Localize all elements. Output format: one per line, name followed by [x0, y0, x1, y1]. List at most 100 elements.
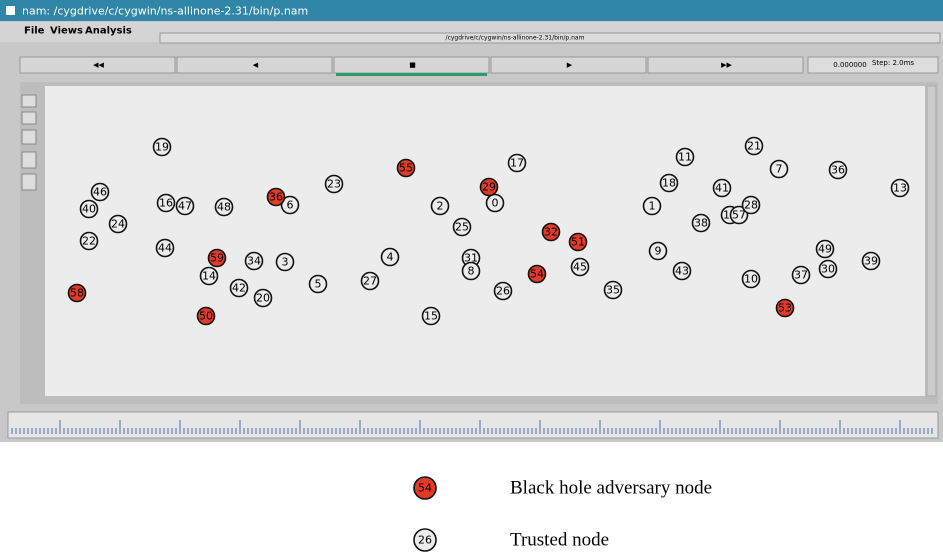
node-label: 14: [202, 270, 216, 283]
node-label: 17: [510, 157, 524, 170]
node-label: 19: [155, 141, 169, 154]
trusted-node: [79, 199, 99, 219]
trusted-node: [156, 193, 176, 213]
trusted-node: [360, 271, 380, 291]
trusted-node: [430, 196, 450, 216]
node-label: 23: [327, 178, 341, 191]
node-label: 53: [778, 302, 792, 315]
trusted-node: [413, 528, 437, 552]
node-label: 27: [363, 275, 377, 288]
node-label: 7: [776, 163, 783, 176]
node-label: 4: [387, 251, 394, 264]
control-label[interactable]: ◀◀: [93, 61, 104, 69]
node-label: 9: [655, 245, 662, 258]
trusted-node: [815, 239, 835, 259]
node-label: 55: [399, 162, 413, 175]
trusted-node: [642, 196, 662, 216]
node-label: 36: [269, 191, 283, 204]
control-label[interactable]: ▶▶: [721, 61, 732, 69]
node-label: 50: [199, 310, 213, 323]
node-label: 15: [424, 310, 438, 323]
trusted-node: [493, 281, 513, 301]
control-button[interactable]: [176, 56, 333, 74]
adversary-node: [479, 177, 499, 197]
node-label: 39: [864, 255, 878, 268]
trusted-node: [672, 261, 692, 281]
menu-item[interactable]: Analysis: [85, 26, 132, 37]
node-label: 34: [247, 255, 261, 268]
node-label: 32: [544, 226, 558, 239]
active-indicator: [336, 73, 487, 76]
node-label: 25: [455, 221, 469, 234]
node-label: 18: [662, 177, 676, 190]
node-label: 41: [715, 182, 729, 195]
adversary-node: [527, 264, 547, 284]
legend-label: Black hole adversary node: [510, 478, 712, 499]
trusted-node: [861, 251, 881, 271]
canvas: [45, 86, 925, 396]
node-label: 51: [571, 236, 585, 249]
toolbar-left: [21, 94, 37, 191]
trusted-node: [253, 288, 273, 308]
node-label: 3: [282, 256, 289, 269]
trusted-node: [603, 280, 623, 300]
control-label[interactable]: ▶: [567, 61, 573, 69]
time: 0.000000: [833, 61, 866, 69]
node-label: 2: [437, 200, 444, 213]
node-label: 20: [256, 292, 270, 305]
trusted-node: [199, 266, 219, 286]
trusted-node: [90, 182, 110, 202]
node-label: 44: [158, 242, 172, 255]
node-label: 54: [530, 268, 544, 281]
trusted-node: [214, 197, 234, 217]
menu-item[interactable]: Views: [50, 26, 83, 37]
trusted-node: [155, 238, 175, 258]
trusted-node: [452, 217, 472, 237]
trusted-node: [659, 173, 679, 193]
node-label: 38: [694, 217, 708, 230]
node-label: 40: [82, 203, 96, 216]
node-label: 1: [649, 200, 656, 213]
control-label[interactable]: ◀: [253, 61, 259, 69]
trusted-node: [280, 195, 300, 215]
control-label[interactable]: ■: [409, 61, 416, 69]
adversary-node: [775, 298, 795, 318]
node-label: 58: [70, 287, 84, 300]
node-label: 30: [821, 263, 835, 276]
trusted-node: [308, 274, 328, 294]
node-label: 0: [492, 197, 499, 210]
trusted-node: [741, 269, 761, 289]
node-label: 24: [111, 218, 125, 231]
adversary-node: [413, 476, 437, 500]
node-label: 26: [496, 285, 510, 298]
node-label: 43: [675, 265, 689, 278]
node-label: 54: [418, 482, 432, 495]
adversary-node: [568, 232, 588, 252]
control-button[interactable]: [490, 56, 647, 74]
trusted-node: [818, 259, 838, 279]
node-label: 26: [418, 534, 432, 547]
node-label: 16: [159, 197, 173, 210]
menu-item[interactable]: File: [24, 26, 45, 37]
node-label: 6: [287, 199, 294, 212]
node-label: 31: [464, 252, 478, 265]
trusted-node: [648, 241, 668, 261]
time-box: [807, 56, 939, 74]
node-label: 49: [818, 243, 832, 256]
adversary-node: [207, 248, 227, 268]
trusted-node: [890, 178, 910, 198]
legend-label: Trusted node: [510, 530, 609, 551]
trusted-node: [741, 195, 761, 215]
control-button[interactable]: [647, 56, 804, 74]
node-label: 11: [678, 151, 692, 164]
node-label: 59: [210, 252, 224, 265]
trusted-node: [712, 178, 732, 198]
control-button[interactable]: [19, 56, 176, 74]
trusted-node: [485, 193, 505, 213]
node-label: 48: [217, 201, 231, 214]
title-bar: [0, 0, 943, 21]
trusted-node: [275, 252, 295, 272]
trusted-node: [729, 205, 749, 225]
trusted-node: [244, 251, 264, 271]
trusted-node: [324, 174, 344, 194]
